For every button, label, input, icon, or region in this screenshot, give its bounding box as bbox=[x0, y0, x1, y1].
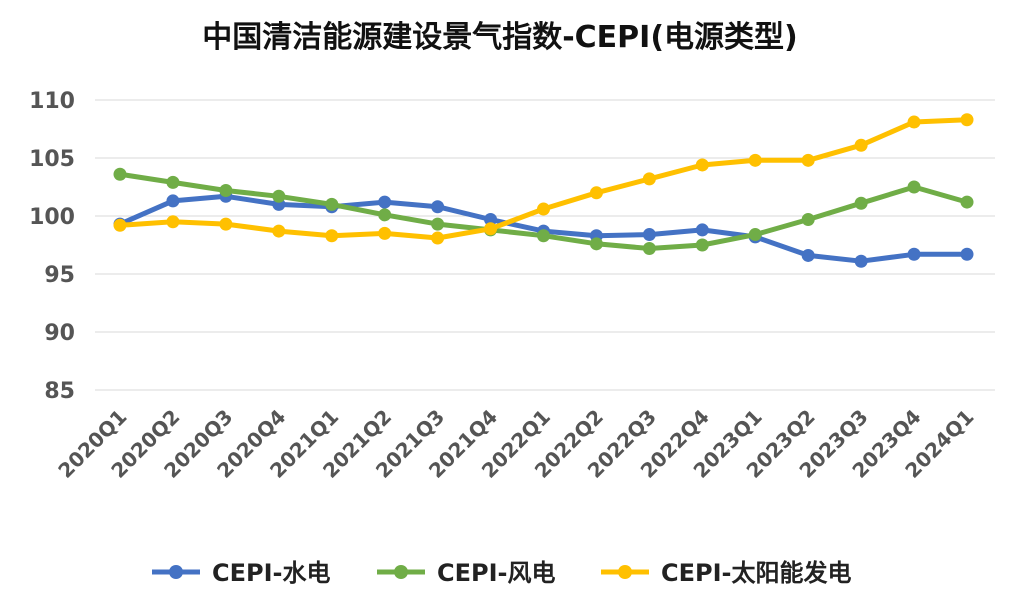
series-lines bbox=[113, 113, 974, 268]
data-point bbox=[537, 202, 550, 216]
data-point bbox=[960, 113, 974, 127]
x-axis-ticks: 2020Q12020Q22020Q32020Q42021Q12021Q22021… bbox=[53, 405, 978, 483]
data-point bbox=[854, 254, 868, 268]
data-point bbox=[325, 197, 339, 211]
legend-label: CEPI-水电 bbox=[212, 559, 331, 587]
data-point bbox=[272, 224, 286, 238]
data-point bbox=[748, 153, 762, 167]
data-point bbox=[219, 183, 233, 197]
data-point bbox=[113, 218, 127, 232]
y-axis-ticks: 110 105 100 95 90 85 bbox=[29, 89, 75, 404]
legend-swatch-marker bbox=[618, 565, 632, 579]
data-point bbox=[907, 115, 921, 129]
chart-title: 中国清洁能源建设景气指数-CEPI(电源类型) bbox=[202, 20, 798, 55]
series-3 bbox=[113, 113, 974, 245]
data-point bbox=[960, 195, 974, 209]
data-point bbox=[801, 212, 815, 226]
data-point bbox=[219, 217, 233, 231]
data-point bbox=[378, 208, 392, 222]
data-point bbox=[484, 222, 498, 236]
data-point bbox=[907, 247, 921, 261]
y-tick-label: 85 bbox=[44, 379, 75, 404]
y-tick-label: 95 bbox=[44, 263, 75, 288]
data-point bbox=[854, 196, 868, 210]
legend-label: CEPI-太阳能发电 bbox=[661, 559, 852, 587]
data-point bbox=[113, 167, 127, 181]
y-tick-label: 110 bbox=[29, 89, 75, 114]
data-point bbox=[431, 231, 445, 245]
data-point bbox=[748, 228, 762, 242]
legend-item: CEPI-风电 bbox=[377, 559, 556, 587]
data-point bbox=[801, 153, 815, 167]
data-point bbox=[537, 229, 550, 243]
data-point bbox=[325, 229, 339, 243]
data-point bbox=[960, 247, 974, 261]
series-line bbox=[117, 117, 970, 241]
data-point bbox=[695, 223, 709, 237]
data-point bbox=[854, 138, 868, 152]
data-point bbox=[431, 200, 445, 214]
legend-item: CEPI-水电 bbox=[152, 559, 331, 587]
data-point bbox=[431, 217, 445, 231]
y-tick-label: 100 bbox=[29, 205, 75, 230]
data-point bbox=[272, 189, 286, 203]
data-point bbox=[642, 228, 656, 242]
legend-swatch-marker bbox=[394, 565, 408, 579]
data-point bbox=[166, 215, 180, 229]
data-point bbox=[642, 172, 656, 186]
data-point bbox=[484, 212, 498, 226]
data-point bbox=[695, 158, 709, 172]
y-tick-label: 105 bbox=[29, 147, 75, 172]
gridlines bbox=[95, 99, 995, 391]
y-tick-label: 90 bbox=[44, 321, 75, 346]
data-point bbox=[907, 180, 921, 194]
legend: CEPI-水电 CEPI-风电 CEPI-太阳能发电 bbox=[152, 559, 852, 587]
data-point bbox=[642, 241, 656, 255]
series-2 bbox=[113, 167, 974, 255]
data-point bbox=[695, 238, 709, 252]
data-point bbox=[378, 226, 392, 240]
legend-swatch-marker bbox=[169, 565, 183, 579]
legend-item: CEPI-太阳能发电 bbox=[601, 559, 852, 587]
data-point bbox=[801, 248, 815, 262]
legend-label: CEPI-风电 bbox=[437, 559, 556, 587]
data-point bbox=[589, 237, 603, 251]
data-point bbox=[589, 186, 603, 200]
data-point bbox=[378, 195, 392, 209]
data-point bbox=[166, 194, 180, 208]
data-point bbox=[166, 175, 180, 189]
